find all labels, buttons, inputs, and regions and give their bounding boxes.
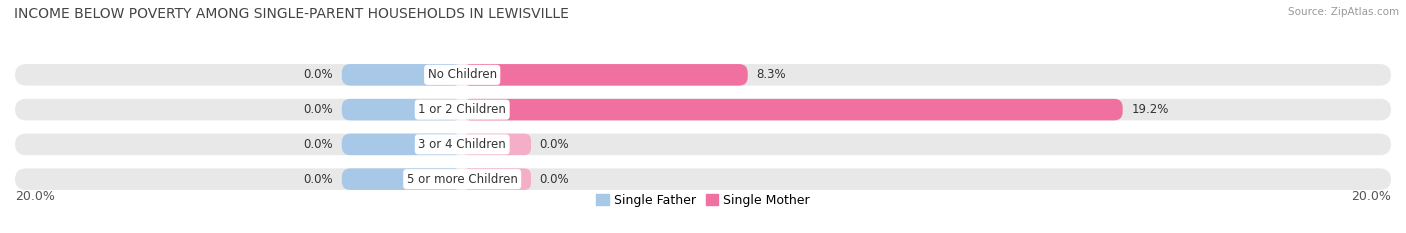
Text: 0.0%: 0.0% — [304, 103, 333, 116]
FancyBboxPatch shape — [463, 99, 1122, 120]
FancyBboxPatch shape — [463, 134, 531, 155]
Text: 8.3%: 8.3% — [756, 68, 786, 81]
FancyBboxPatch shape — [15, 134, 1391, 155]
Text: 0.0%: 0.0% — [540, 173, 569, 186]
Text: 19.2%: 19.2% — [1132, 103, 1168, 116]
Text: INCOME BELOW POVERTY AMONG SINGLE-PARENT HOUSEHOLDS IN LEWISVILLE: INCOME BELOW POVERTY AMONG SINGLE-PARENT… — [14, 7, 569, 21]
FancyBboxPatch shape — [15, 168, 1391, 190]
FancyBboxPatch shape — [15, 64, 1391, 86]
FancyBboxPatch shape — [342, 64, 463, 86]
Text: 20.0%: 20.0% — [15, 190, 55, 203]
Text: No Children: No Children — [427, 68, 496, 81]
FancyBboxPatch shape — [342, 134, 463, 155]
Text: 0.0%: 0.0% — [304, 68, 333, 81]
FancyBboxPatch shape — [15, 99, 1391, 120]
Text: 20.0%: 20.0% — [1351, 190, 1391, 203]
Text: 5 or more Children: 5 or more Children — [406, 173, 517, 186]
Text: 3 or 4 Children: 3 or 4 Children — [419, 138, 506, 151]
FancyBboxPatch shape — [463, 64, 748, 86]
Text: Source: ZipAtlas.com: Source: ZipAtlas.com — [1288, 7, 1399, 17]
Text: 0.0%: 0.0% — [540, 138, 569, 151]
Text: 0.0%: 0.0% — [304, 138, 333, 151]
FancyBboxPatch shape — [342, 168, 463, 190]
Legend: Single Father, Single Mother: Single Father, Single Mother — [591, 189, 815, 212]
FancyBboxPatch shape — [342, 99, 463, 120]
Text: 0.0%: 0.0% — [304, 173, 333, 186]
FancyBboxPatch shape — [463, 168, 531, 190]
Text: 1 or 2 Children: 1 or 2 Children — [418, 103, 506, 116]
